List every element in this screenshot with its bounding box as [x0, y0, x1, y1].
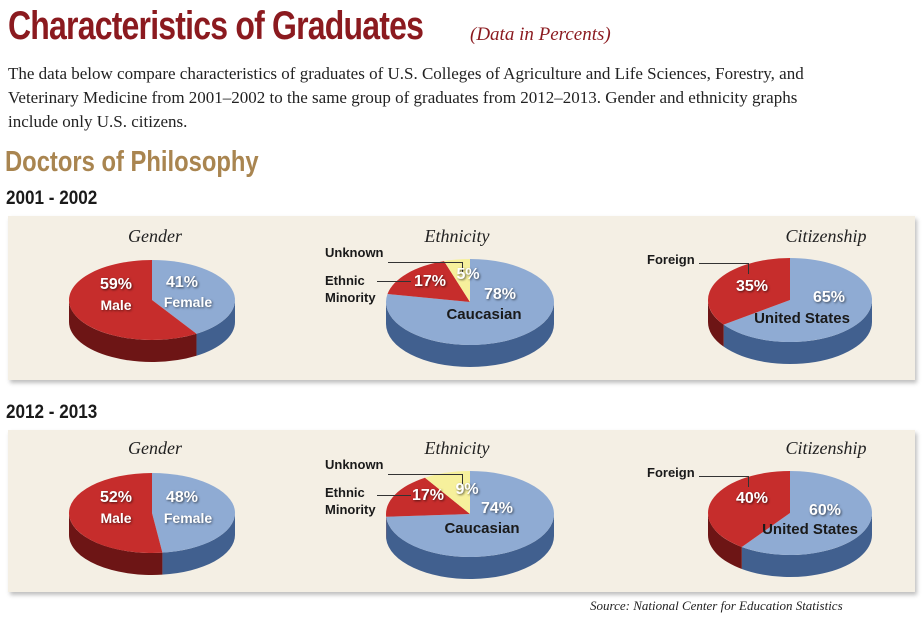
- data-label-unknown-pct: 9%: [455, 481, 479, 498]
- pie-side-united-states: [723, 300, 872, 365]
- pie-slice-foreign: [708, 471, 790, 547]
- pie-side-caucasian: [386, 514, 554, 579]
- data-label-us-pct: 65%: [812, 289, 846, 306]
- legend-minority: Minority: [325, 502, 376, 517]
- pie-slice-united-states: [723, 258, 872, 342]
- data-label-female: Female: [163, 294, 213, 310]
- data-label-male: Male: [100, 510, 132, 526]
- data-label-us: United States: [754, 310, 850, 327]
- leader-line: [388, 474, 463, 485]
- data-label-caucasian-pct: 78%: [483, 286, 517, 303]
- legend-unknown: Unknown: [325, 457, 384, 472]
- pie-slice-male: [69, 473, 163, 553]
- data-label-caucasian-pct: 74%: [480, 500, 514, 517]
- leader-line: [699, 263, 749, 274]
- page-subtitle: (Data in Percents): [470, 24, 611, 45]
- data-label-female-pct: 48%: [165, 489, 199, 506]
- pie-side-caucasian: [386, 302, 554, 367]
- page-title: Characteristics of Graduates: [8, 4, 424, 48]
- legend-foreign: Foreign: [647, 465, 695, 480]
- legend-ethnic: Ethnic: [325, 273, 365, 288]
- pie-slice-caucasian: [386, 471, 554, 558]
- period-heading-2012: 2012 - 2013: [6, 402, 98, 423]
- pie-slice-unknown: [444, 259, 470, 302]
- section-heading: Doctors of Philosophy: [5, 146, 259, 178]
- data-label-male: Male: [100, 297, 132, 313]
- data-label-female: Female: [163, 510, 213, 526]
- pie-slice-male: [68, 260, 197, 340]
- pie-slice-female: [152, 260, 235, 334]
- intro-text: The data below compare characteristics o…: [8, 64, 804, 131]
- legend-minority: Minority: [325, 290, 376, 305]
- chart-title-gender: Gender: [128, 438, 182, 458]
- data-label-male-pct: 52%: [99, 489, 133, 506]
- pie-side-female: [196, 300, 235, 356]
- data-label-us-pct: 60%: [808, 502, 842, 519]
- leader-line: [388, 262, 463, 273]
- pie-slice-caucasian: [386, 259, 555, 345]
- data-label-us: United States: [762, 521, 858, 538]
- data-label-male-pct: 59%: [99, 276, 133, 293]
- data-label-foreign-pct: 40%: [735, 490, 769, 507]
- data-label-caucasian: Caucasian: [446, 306, 522, 323]
- data-label-female-pct: 41%: [165, 274, 199, 291]
- leader-line: [377, 281, 411, 282]
- legend-unknown: Unknown: [325, 245, 384, 260]
- pie-side-foreign: [708, 300, 724, 347]
- pie-side-foreign: [708, 513, 742, 569]
- legend-foreign: Foreign: [647, 252, 695, 267]
- pie-side-male: [69, 300, 197, 362]
- leader-line: [699, 476, 749, 487]
- data-label-foreign-pct: 35%: [735, 278, 769, 295]
- chart-title-ethnicity: Ethnicity: [424, 226, 490, 246]
- pie-slice-female: [152, 473, 236, 553]
- pie-slice-ethnic-minority: [385, 477, 470, 517]
- source-note: Source: National Center for Education St…: [590, 598, 843, 613]
- chart-title-citizenship: Citizenship: [785, 226, 867, 246]
- chart-title-citizenship: Citizenship: [785, 438, 867, 458]
- period-heading-2001: 2001 - 2002: [6, 188, 98, 209]
- pie-slice-united-states: [741, 471, 872, 555]
- chart-title-ethnicity: Ethnicity: [424, 438, 490, 458]
- data-label-unknown-pct: 5%: [456, 266, 480, 283]
- data-label-minority-pct: 17%: [411, 487, 445, 504]
- data-label-minority-pct: 17%: [413, 273, 447, 290]
- pie-slice-ethnic-minority: [387, 261, 470, 302]
- pie-side-male: [69, 513, 163, 575]
- pie-side-united-states: [741, 513, 872, 577]
- pie-slice-unknown: [424, 471, 470, 514]
- pie-slice-foreign: [707, 258, 790, 325]
- data-label-caucasian: Caucasian: [444, 520, 520, 537]
- legend-ethnic: Ethnic: [325, 485, 365, 500]
- chart-title-gender: Gender: [128, 226, 182, 246]
- leader-line: [377, 495, 411, 496]
- pie-side-female: [162, 513, 235, 575]
